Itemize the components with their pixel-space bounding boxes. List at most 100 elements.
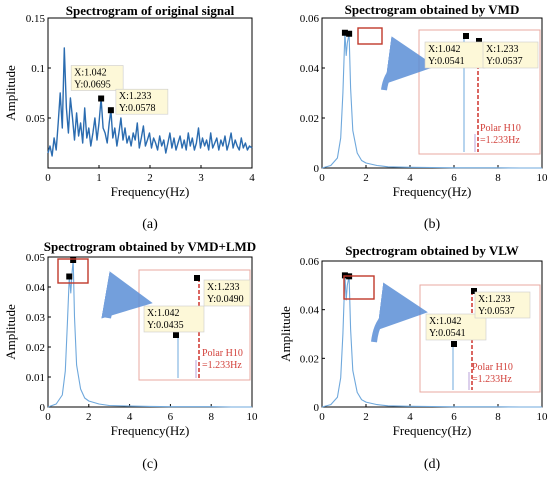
x-tick-label: 10: [247, 411, 259, 423]
x-axis-label: Frequency(Hz): [393, 423, 472, 438]
data-marker: [341, 29, 348, 36]
inset-datatip-x: X:1.042: [147, 308, 180, 319]
y-axis-label: Amplitude: [278, 306, 293, 362]
panel-label: (c): [142, 457, 158, 472]
inset-marker: [476, 38, 482, 44]
zoom-arrow: [371, 282, 428, 343]
x-tick-label: 2: [363, 411, 369, 423]
x-tick-label: 0: [45, 172, 51, 184]
inset-marker: [463, 33, 469, 39]
plot-area-frame: [47, 256, 253, 408]
y-tick-label: 0.03: [26, 312, 46, 324]
panel-label: (a): [142, 217, 158, 232]
datatip-box: [70, 65, 124, 91]
chart-title: Spectrogram obtained by VLW: [345, 243, 518, 258]
zoom-callout-box: [57, 258, 89, 284]
x-tick-label: 1: [96, 172, 102, 184]
data-marker: [346, 30, 353, 37]
polar-label-line1: Polar H10: [202, 348, 243, 359]
inset-datatip-y: Y:0.0435: [147, 320, 184, 331]
x-tick-label: 2: [147, 172, 153, 184]
polar-label-line2: =1.233Hz: [480, 135, 520, 146]
chart-title: Spectrogram obtained by VMD+LMD: [44, 239, 256, 254]
data-marker: [70, 257, 77, 263]
datatip-y: Y:0.0578: [119, 103, 156, 114]
zoom-callout-box: [357, 27, 383, 45]
y-tick-label: 0.05: [26, 252, 46, 264]
panel-c: Spectrogram obtained by VMD+LMD 0 2 4 6 8 10 0 0…: [3, 239, 258, 472]
inset-marker: [451, 341, 457, 347]
polar-label-line1: Polar H10: [480, 123, 521, 134]
series-line: [47, 47, 253, 157]
y-tick-label: 0.04: [26, 282, 46, 294]
x-tick-label: 0: [319, 411, 325, 423]
inset-datatip-box: [474, 291, 531, 319]
inset-datatip-x: X:1.042: [429, 316, 462, 327]
inset-marker: [194, 275, 200, 281]
x-tick-label: 2: [86, 411, 92, 423]
inset-datatip-y: Y:0.0537: [486, 56, 523, 67]
inset-datatip-box: [424, 41, 486, 69]
x-tick-label: 8: [495, 411, 501, 423]
panel-b: Spectrogram obtained by VMD 0 2 4 6 8 10 0 0.02 0…: [300, 2, 548, 232]
inset-datatip-y: Y:0.0541: [428, 56, 465, 67]
x-tick-label: 4: [127, 411, 133, 423]
x-tick-label: 4: [407, 172, 413, 184]
x-axis-label: Frequency(Hz): [111, 423, 190, 438]
zoom-callout-box: [343, 275, 375, 300]
panel-label: (b): [424, 217, 441, 232]
y-axis-label: Amplitude: [3, 65, 18, 121]
x-tick-label: 4: [249, 172, 255, 184]
chart-title: Spectrogram obtained by VMD: [345, 2, 520, 17]
inset-datatip-box: [482, 41, 539, 69]
x-tick-label: 8: [495, 172, 501, 184]
y-tick-label: 0: [314, 163, 320, 175]
x-tick-label: 4: [407, 411, 413, 423]
inset-datatip-y: Y:0.0490: [207, 294, 244, 305]
y-tick-label: 0.04: [300, 305, 320, 317]
x-axis-label: Frequency(Hz): [393, 184, 472, 199]
y-tick-label: 0.04: [300, 63, 320, 75]
inset-datatip-x: X:1.233: [486, 44, 519, 55]
x-tick-label: 10: [537, 411, 549, 423]
y-tick-label: 0.02: [300, 113, 319, 125]
data-marker: [66, 273, 73, 280]
data-marker: [98, 95, 105, 102]
inset-datatip-x: X:1.042: [428, 44, 461, 55]
x-tick-label: 0: [319, 172, 325, 184]
x-tick-label: 10: [537, 172, 549, 184]
datatip-y: Y:0.0695: [74, 80, 111, 91]
inset-datatip-box: [143, 305, 205, 333]
inset-datatip-box: [203, 279, 251, 307]
x-tick-label: 6: [168, 411, 174, 423]
y-tick-label: 0.06: [300, 256, 320, 268]
datatip-box: [115, 88, 169, 115]
y-tick-label: 0.01: [26, 372, 45, 384]
x-tick-label: 8: [208, 411, 214, 423]
datatip-x: X:1.233: [119, 91, 151, 102]
chart-title: Spectrogram of original signal: [66, 3, 235, 18]
inset-marker: [471, 288, 477, 294]
x-tick-label: 6: [451, 172, 457, 184]
panel-a: Spectrogram of original signal 0 1 2 3 4 0.05 0…: [3, 3, 255, 232]
zoom-arrow: [381, 36, 436, 91]
y-tick-label: 0.02: [300, 353, 319, 365]
y-tick-label: 0.1: [31, 63, 45, 75]
x-axis-label: Frequency(Hz): [111, 184, 190, 199]
inset-datatip-box: [425, 313, 487, 341]
y-tick-label: 0.05: [26, 113, 46, 125]
data-marker: [107, 107, 114, 114]
y-tick-label: 0: [314, 402, 320, 414]
y-axis-label: Amplitude: [3, 304, 18, 360]
y-tick-label: 0: [40, 402, 46, 414]
polar-label-line1: Polar H10: [472, 362, 513, 373]
inset-marker: [173, 332, 179, 338]
panel-label: (d): [424, 457, 441, 472]
x-tick-label: 0: [45, 411, 51, 423]
datatip-x: X:1.042: [74, 68, 107, 79]
x-tick-label: 6: [451, 411, 457, 423]
y-tick-label: 0.15: [26, 13, 46, 25]
series-line: [321, 32, 542, 169]
x-tick-label: 2: [363, 172, 369, 184]
